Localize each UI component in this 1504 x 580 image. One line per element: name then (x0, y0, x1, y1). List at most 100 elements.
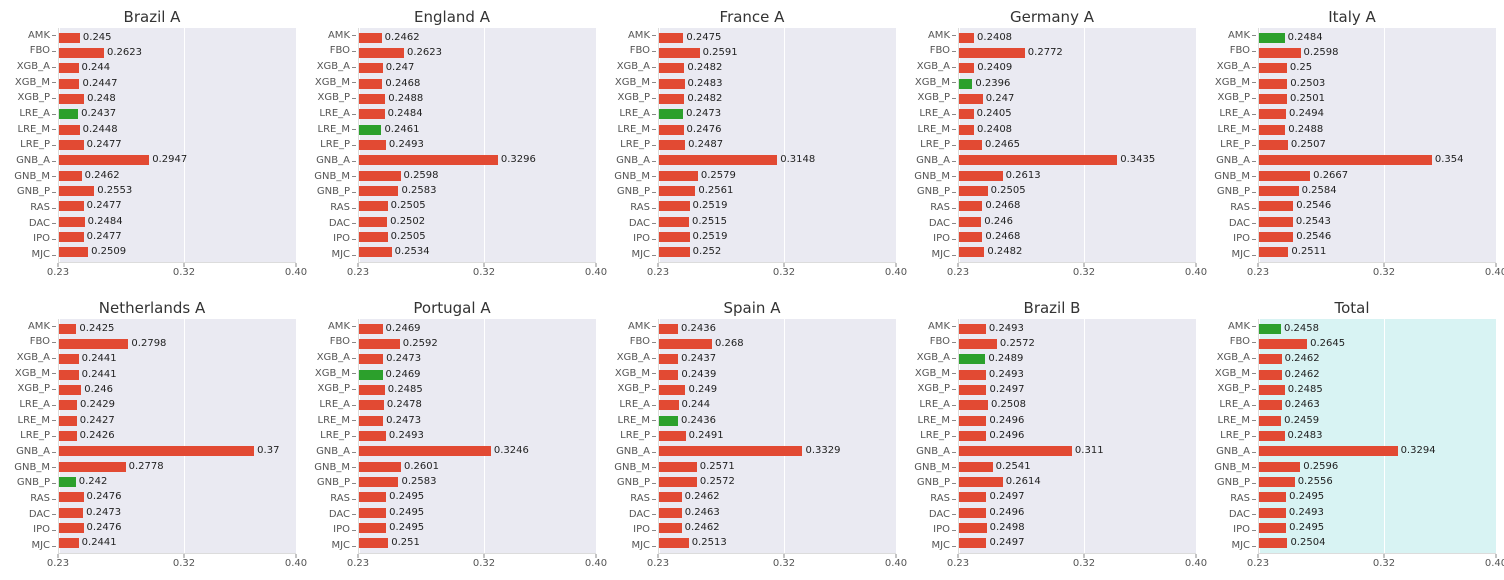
y-axis: AMKFBOXGB_AXGB_MXGB_PLRE_ALRE_MLRE_PGNB_… (308, 319, 358, 554)
y-tick-label: IPO (933, 525, 956, 535)
x-tick-label: 0.23 (1247, 558, 1269, 569)
bar (359, 508, 386, 518)
plot-area: AMKFBOXGB_AXGB_MXGB_PLRE_ALRE_MLRE_PGNB_… (1208, 28, 1496, 263)
bar-row: 0.2462 (1259, 370, 1496, 380)
bars-container: 0.24930.25720.24890.24930.24970.25080.24… (959, 319, 1196, 553)
bar-value-label: 0.2493 (989, 370, 1024, 380)
bar-value-label: 0.2441 (82, 538, 117, 548)
y-tick-label: FBO (930, 46, 956, 56)
x-axis: 0.230.320.40 (1258, 554, 1496, 572)
y-tick-label: IPO (633, 525, 656, 535)
y-tick-label: IPO (933, 234, 956, 244)
bar (359, 217, 387, 227)
bar-row: 0.2496 (959, 431, 1196, 441)
bar-value-label: 0.3148 (780, 155, 815, 165)
y-tick-mark (352, 342, 356, 343)
x-tick-label: 0.23 (647, 267, 669, 278)
bar (359, 48, 404, 58)
bar-row: 0.2483 (659, 79, 896, 89)
chart-area: 0.2450.26230.2440.24470.2480.24370.24480… (58, 28, 296, 263)
y-tick-mark (352, 499, 356, 500)
panel-9: TotalAMKFBOXGB_AXGB_MXGB_PLRE_ALRE_MLRE_… (1208, 299, 1496, 572)
panel-title: Brazil B (908, 299, 1196, 317)
bar-row: 0.354 (1259, 155, 1496, 165)
y-tick-label: FBO (30, 46, 56, 56)
x-axis: 0.230.320.40 (358, 263, 596, 281)
y-tick-mark (1252, 342, 1256, 343)
bar (659, 370, 678, 380)
bar (359, 492, 386, 502)
bar (659, 232, 690, 242)
bars-container: 0.24690.25920.24730.24690.24850.24780.24… (359, 319, 596, 553)
x-axis: 0.230.320.40 (958, 554, 1196, 572)
bar-value-label: 0.2429 (80, 400, 115, 410)
y-tick-label: RAS (630, 494, 656, 504)
bar-row: 0.246 (959, 217, 1196, 227)
bar-row: 0.2465 (959, 140, 1196, 150)
x-tick-label: 0.40 (285, 267, 307, 278)
y-tick-mark (652, 530, 656, 531)
bar-row: 0.2468 (359, 79, 596, 89)
y-tick-label: DAC (329, 219, 356, 229)
bar-value-label: 0.2598 (404, 171, 439, 181)
gridline (1496, 319, 1497, 553)
bar-row: 0.2495 (359, 523, 596, 533)
gridline (596, 28, 597, 262)
y-tick-mark (52, 255, 56, 256)
y-tick-label: GNB_P (617, 478, 656, 488)
y-tick-label: GNB_P (917, 478, 956, 488)
y-tick-label: GNB_M (314, 172, 356, 182)
y-tick-mark (952, 405, 956, 406)
bar-row: 0.2473 (659, 109, 896, 119)
bar (659, 125, 684, 135)
y-tick-mark (952, 436, 956, 437)
x-tick-label: 0.32 (173, 267, 195, 278)
y-tick-mark (652, 98, 656, 99)
bar-value-label: 0.2408 (977, 33, 1012, 43)
y-tick-mark (352, 145, 356, 146)
y-tick-mark (52, 129, 56, 130)
bar (359, 125, 381, 135)
bar-value-label: 0.2462 (1285, 354, 1320, 364)
y-tick-mark (952, 98, 956, 99)
y-tick-label: DAC (29, 510, 56, 520)
bar-row: 0.247 (359, 63, 596, 73)
y-tick-mark (352, 223, 356, 224)
y-tick-label: XGB_P (918, 93, 957, 103)
bar-row: 0.311 (959, 446, 1196, 456)
y-tick-mark (952, 208, 956, 209)
bar-value-label: 0.2519 (693, 201, 728, 211)
gridline (896, 28, 897, 262)
bar (959, 125, 974, 135)
y-tick-mark (1252, 389, 1256, 390)
y-tick-mark (52, 67, 56, 68)
y-tick-label: XGB_M (1215, 369, 1256, 379)
plot-wrap: AMKFBOXGB_AXGB_MXGB_PLRE_ALRE_MLRE_PGNB_… (608, 319, 896, 572)
y-tick-mark (1252, 208, 1256, 209)
bar (359, 400, 384, 410)
panel-0: Brazil AAMKFBOXGB_AXGB_MXGB_PLRE_ALRE_ML… (8, 8, 296, 281)
y-tick-label: GNB_A (616, 156, 656, 166)
bar-row: 0.2408 (959, 33, 1196, 43)
bar-value-label: 0.2477 (87, 232, 122, 242)
bar (1259, 492, 1286, 502)
y-tick-label: GNB_M (14, 172, 56, 182)
bar-row: 0.2462 (659, 523, 896, 533)
bar-value-label: 0.2495 (1289, 492, 1324, 502)
y-tick-mark (952, 452, 956, 453)
y-tick-mark (652, 51, 656, 52)
chart-area: 0.24620.26230.2470.24680.24880.24840.246… (358, 28, 596, 263)
bar-row: 0.244 (59, 63, 296, 73)
y-tick-label: LRE_P (1220, 431, 1256, 441)
y-tick-label: RAS (930, 494, 956, 504)
bar (59, 232, 84, 242)
bar-row: 0.2462 (659, 492, 896, 502)
y-tick-label: XGB_A (917, 353, 956, 363)
bar (59, 155, 149, 165)
y-tick-label: IPO (333, 234, 356, 244)
bar (359, 140, 386, 150)
y-tick-mark (1252, 483, 1256, 484)
bar-value-label: 0.2493 (1289, 508, 1324, 518)
y-tick-label: XGB_P (18, 384, 57, 394)
bars-container: 0.24580.26450.24620.24620.24850.24630.24… (1259, 319, 1496, 553)
